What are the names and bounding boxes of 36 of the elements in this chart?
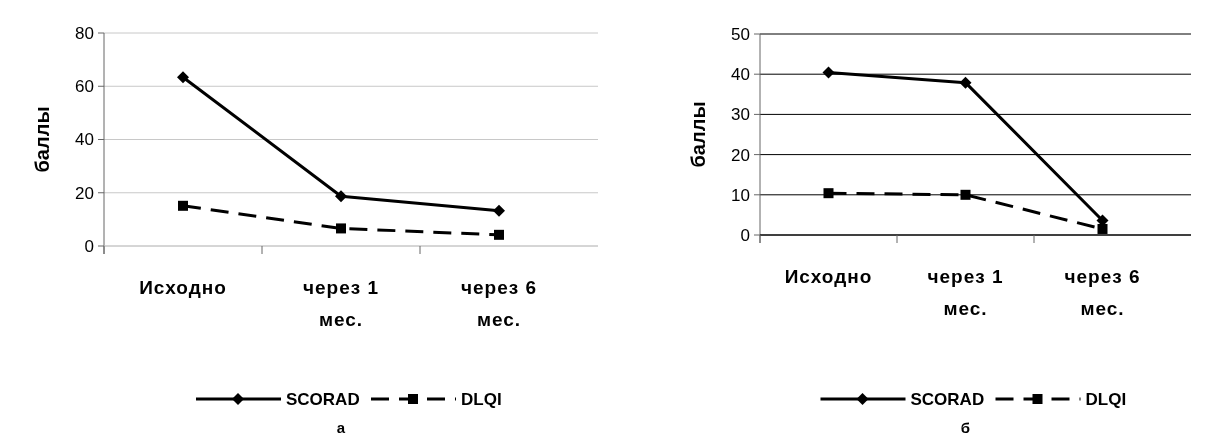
y-tick-label: 20 [731, 145, 750, 165]
y-tick-label: 30 [731, 105, 750, 125]
x-tick-label: через 6 мес. [460, 277, 538, 330]
y-tick-label: 40 [75, 130, 94, 150]
legend-label: SCORAD [910, 389, 985, 409]
y-axis-title: баллы [687, 101, 709, 168]
x-tick-label: через 6 мес. [1064, 266, 1141, 319]
text: б [960, 419, 971, 436]
point [335, 190, 347, 203]
point [960, 189, 971, 200]
point [493, 204, 505, 217]
legend-label: DLQI [1085, 389, 1127, 409]
y-tick-label: 80 [75, 23, 94, 43]
x-tick-label: Исходно [139, 277, 227, 298]
point [494, 229, 504, 240]
point [1097, 223, 1108, 234]
y-tick-label: 50 [731, 24, 750, 44]
x-tick-label: через 1 мес. [927, 266, 1004, 319]
x-tick-label: Исходно [784, 266, 873, 287]
point [177, 71, 189, 84]
point [178, 200, 188, 211]
y-tick-label: 10 [731, 185, 750, 205]
y-axis-title: баллы [31, 106, 53, 173]
y-tick-label: 0 [740, 225, 750, 245]
point [336, 223, 346, 234]
point [823, 188, 834, 199]
y-tick-label: 20 [75, 183, 94, 203]
legend-label: SCORAD [286, 389, 360, 409]
x-tick-label: через 1 мес. [302, 277, 380, 330]
y-tick-label: 40 [731, 65, 750, 85]
legend-label: DLQI [461, 389, 502, 409]
y-tick-label: 0 [84, 236, 94, 256]
text: а [336, 419, 346, 436]
point [822, 66, 835, 79]
y-tick-label: 60 [75, 77, 94, 97]
point [959, 76, 972, 89]
